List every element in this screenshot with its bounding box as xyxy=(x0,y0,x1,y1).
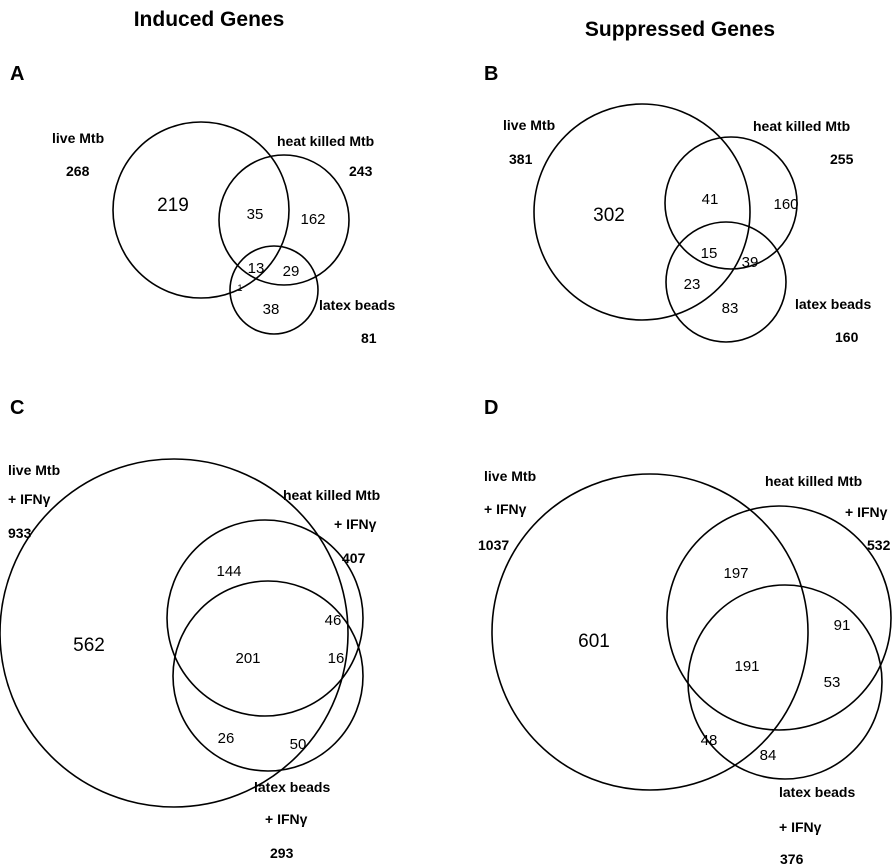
panel-c-heat-killed-circle xyxy=(166,519,364,717)
panel-b: B live Mtb 381 heat killed Mtb 255 latex… xyxy=(484,63,871,345)
panel-b-heat-latex-count: 39 xyxy=(742,254,759,271)
panel-a-latex-beads-label: latex beads xyxy=(319,297,395,313)
panel-b-heat-killed-circle xyxy=(664,136,798,270)
panel-d-heat-only-count: 91 xyxy=(834,617,851,634)
panel-a-live-only-count: 219 xyxy=(157,195,189,216)
panel-a-heat-only-count: 162 xyxy=(300,211,325,228)
panel-c-live-heat-count: 144 xyxy=(216,563,241,580)
panel-d-live-latex-count: 48 xyxy=(701,732,718,749)
panel-b-latex-beads-circle xyxy=(665,221,787,343)
panel-b-letter: B xyxy=(484,63,498,85)
panel-c-latex-only-count: 50 xyxy=(290,736,307,753)
panel-c: C live Mtb + IFNγ 933 heat killed Mtb + … xyxy=(0,397,380,861)
panel-b-all-three-count: 15 xyxy=(701,245,718,262)
panel-a-heat-killed-circle xyxy=(218,154,350,286)
panel-b-latex-only-count: 83 xyxy=(722,300,739,317)
panel-c-latex-beads-circle xyxy=(172,580,364,772)
panel-d-all-three-count: 191 xyxy=(734,658,759,675)
panel-c-live-mtb-ifn: + IFNγ xyxy=(8,491,51,507)
panel-b-live-mtb-count: 381 xyxy=(509,151,533,167)
panel-d-live-heat-count: 197 xyxy=(723,565,748,582)
panel-b-live-latex-count: 23 xyxy=(684,276,701,293)
panel-d-latex-beads-ifn: + IFNγ xyxy=(779,819,822,835)
panel-d-heat-killed-ifn: + IFNγ xyxy=(845,504,888,520)
panel-c-heat-killed-label: heat killed Mtb xyxy=(283,487,380,503)
panel-d-heat-killed-count: 532 xyxy=(867,537,891,553)
panel-d-latex-only-count: 84 xyxy=(760,747,777,764)
panel-b-heat-killed-label: heat killed Mtb xyxy=(753,118,850,134)
panel-a-letter: A xyxy=(10,63,24,85)
panel-d-live-only-count: 601 xyxy=(578,631,610,652)
panel-c-live-mtb-label: live Mtb xyxy=(8,462,60,478)
panel-c-live-mtb-count: 933 xyxy=(8,525,32,541)
panel-c-heat-killed-ifn: + IFNγ xyxy=(334,516,377,532)
panel-c-live-latex-count: 26 xyxy=(218,730,235,747)
panel-c-live-mtb-circle xyxy=(0,458,349,808)
panel-d-latex-beads-count: 376 xyxy=(780,851,804,867)
panel-b-latex-beads-count: 160 xyxy=(835,329,859,345)
panel-a-live-latex-count: 1 xyxy=(237,283,242,293)
panel-a: A live Mtb 268 heat killed Mtb 243 latex… xyxy=(10,63,395,346)
panel-a-latex-beads-circle xyxy=(229,245,319,335)
panel-c-all-three-count: 201 xyxy=(235,650,260,667)
panel-a-heat-killed-count: 243 xyxy=(349,163,373,179)
panel-b-heat-killed-count: 255 xyxy=(830,151,854,167)
panel-b-live-heat-count: 41 xyxy=(702,191,719,208)
panel-d-latex-beads-label: latex beads xyxy=(779,784,855,800)
panel-a-latex-beads-count: 81 xyxy=(361,330,377,346)
induced-genes-title: Induced Genes xyxy=(134,8,285,31)
panel-a-heat-killed-label: heat killed Mtb xyxy=(277,133,374,149)
panel-b-live-only-count: 302 xyxy=(593,205,625,226)
panel-d-heat-killed-circle xyxy=(666,505,892,731)
panel-d: D live Mtb + IFNγ 1037 heat killed Mtb +… xyxy=(478,397,892,867)
panel-c-latex-beads-label: latex beads xyxy=(254,779,330,795)
panel-b-heat-only-count: 160 xyxy=(773,196,798,213)
panel-c-latex-beads-ifn: + IFNγ xyxy=(265,811,308,827)
panel-d-heat-killed-label: heat killed Mtb xyxy=(765,473,862,489)
panel-d-live-mtb-label: live Mtb xyxy=(484,468,536,484)
panel-b-live-mtb-label: live Mtb xyxy=(503,117,555,133)
panel-a-latex-only-count: 38 xyxy=(263,301,280,318)
panel-a-all-three-count: 13 xyxy=(248,260,265,277)
suppressed-genes-title: Suppressed Genes xyxy=(585,18,775,41)
panel-d-live-mtb-circle xyxy=(491,473,809,791)
panel-c-heat-only-count: 46 xyxy=(325,612,342,629)
panel-a-heat-latex-count: 29 xyxy=(283,263,300,280)
panel-d-heat-latex-count: 53 xyxy=(824,674,841,691)
panel-b-latex-beads-label: latex beads xyxy=(795,296,871,312)
panel-b-live-mtb-circle xyxy=(533,103,751,321)
panel-c-live-only-count: 562 xyxy=(73,635,105,656)
panel-a-live-mtb-circle xyxy=(112,121,290,299)
panel-c-heat-latex-count: 16 xyxy=(328,650,345,667)
panel-c-heat-killed-count: 407 xyxy=(342,550,366,566)
panel-d-letter: D xyxy=(484,397,498,419)
panel-a-live-mtb-count: 268 xyxy=(66,163,90,179)
panel-d-live-mtb-count: 1037 xyxy=(478,537,509,553)
panel-d-latex-beads-circle xyxy=(687,584,883,780)
panel-a-live-heat-count: 35 xyxy=(247,206,264,223)
panel-c-latex-beads-count: 293 xyxy=(270,845,294,861)
panel-a-live-mtb-label: live Mtb xyxy=(52,130,104,146)
panel-d-live-mtb-ifn: + IFNγ xyxy=(484,501,527,517)
panel-c-letter: C xyxy=(10,397,24,419)
